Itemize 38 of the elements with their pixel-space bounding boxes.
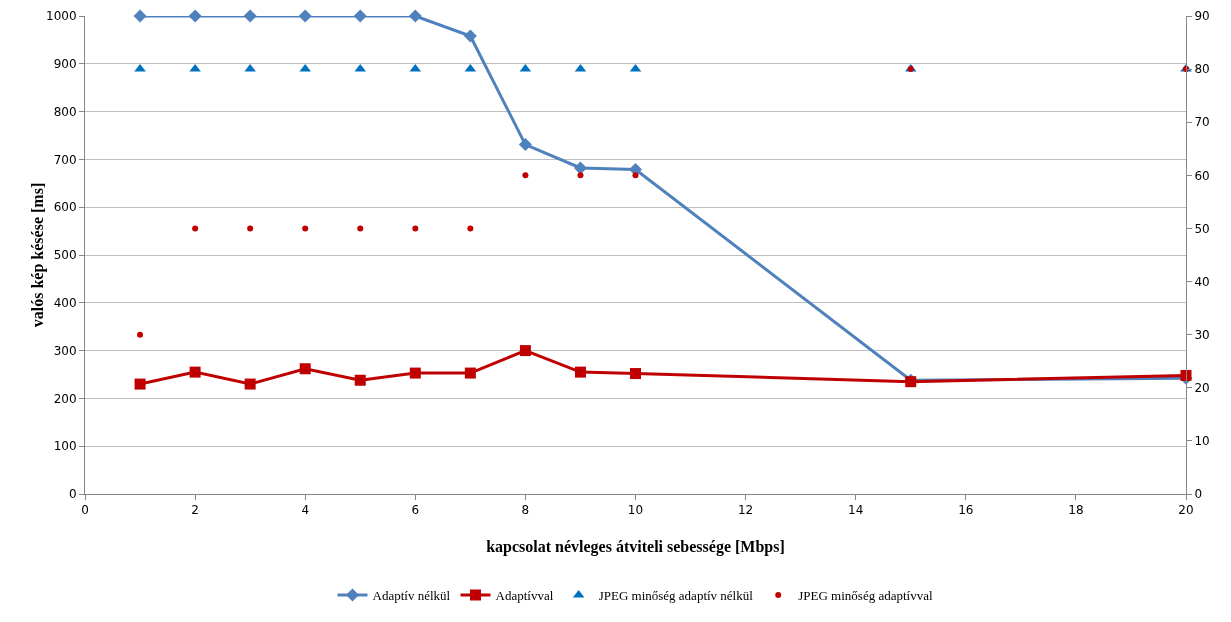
x-tick-label: 18 <box>1068 503 1084 518</box>
y-tick-label: 600 <box>53 200 77 215</box>
y2-tick-label: 60 <box>1194 168 1210 183</box>
y-tick-label: 1000 <box>46 9 77 24</box>
y-tick-label: 400 <box>53 296 77 310</box>
y-tick-label: 0 <box>68 487 77 502</box>
y-tick-label: 100 <box>53 439 77 454</box>
y2-tick-label: 0 <box>1194 487 1203 502</box>
x-tick-label: 10 <box>627 503 644 518</box>
x-axis-title: kapcsolat névleges átviteli sebessége [Mbps] <box>486 538 785 556</box>
y-tick-label: 800 <box>53 104 77 119</box>
y2-tick-label: 50 <box>1194 221 1210 236</box>
legend-label: JPEG minőség adaptívval <box>798 588 933 604</box>
x-tick-label: 2 <box>191 503 199 518</box>
y-tick-label: 500 <box>53 248 77 263</box>
y2-tick-label: 80 <box>1194 62 1210 77</box>
y-tick-label: 300 <box>53 343 77 358</box>
y2-tick-label: 20 <box>1194 380 1210 395</box>
x-tick-label: 6 <box>411 503 420 518</box>
legend-label: Adaptívval <box>495 588 554 604</box>
legend-label: JPEG minőség adaptív nélkül <box>598 588 754 604</box>
x-tick-label: 4 <box>301 503 310 518</box>
y-tick-label: 900 <box>53 57 77 71</box>
x-tick-label: 14 <box>848 503 864 518</box>
y-tick-label: 700 <box>53 152 77 167</box>
y2-tick-label: 70 <box>1194 115 1210 130</box>
y2-tick-label: 10 <box>1194 434 1210 449</box>
x-tick-label: 0 <box>81 503 89 518</box>
legend-label: Adaptív nélkül <box>372 588 451 604</box>
y2-tick-label: 40 <box>1194 274 1210 289</box>
x-tick-label: 8 <box>521 503 530 518</box>
y-axis-title: valós kép késése [ms] <box>29 182 47 328</box>
x-tick-label: 12 <box>737 503 754 518</box>
x-tick-label: 20 <box>1178 503 1194 518</box>
y-tick-label: 200 <box>53 391 77 406</box>
y2-tick-label: 30 <box>1194 327 1210 342</box>
x-tick-label: 16 <box>958 503 974 518</box>
y2-tick-label: 90 <box>1194 9 1210 24</box>
